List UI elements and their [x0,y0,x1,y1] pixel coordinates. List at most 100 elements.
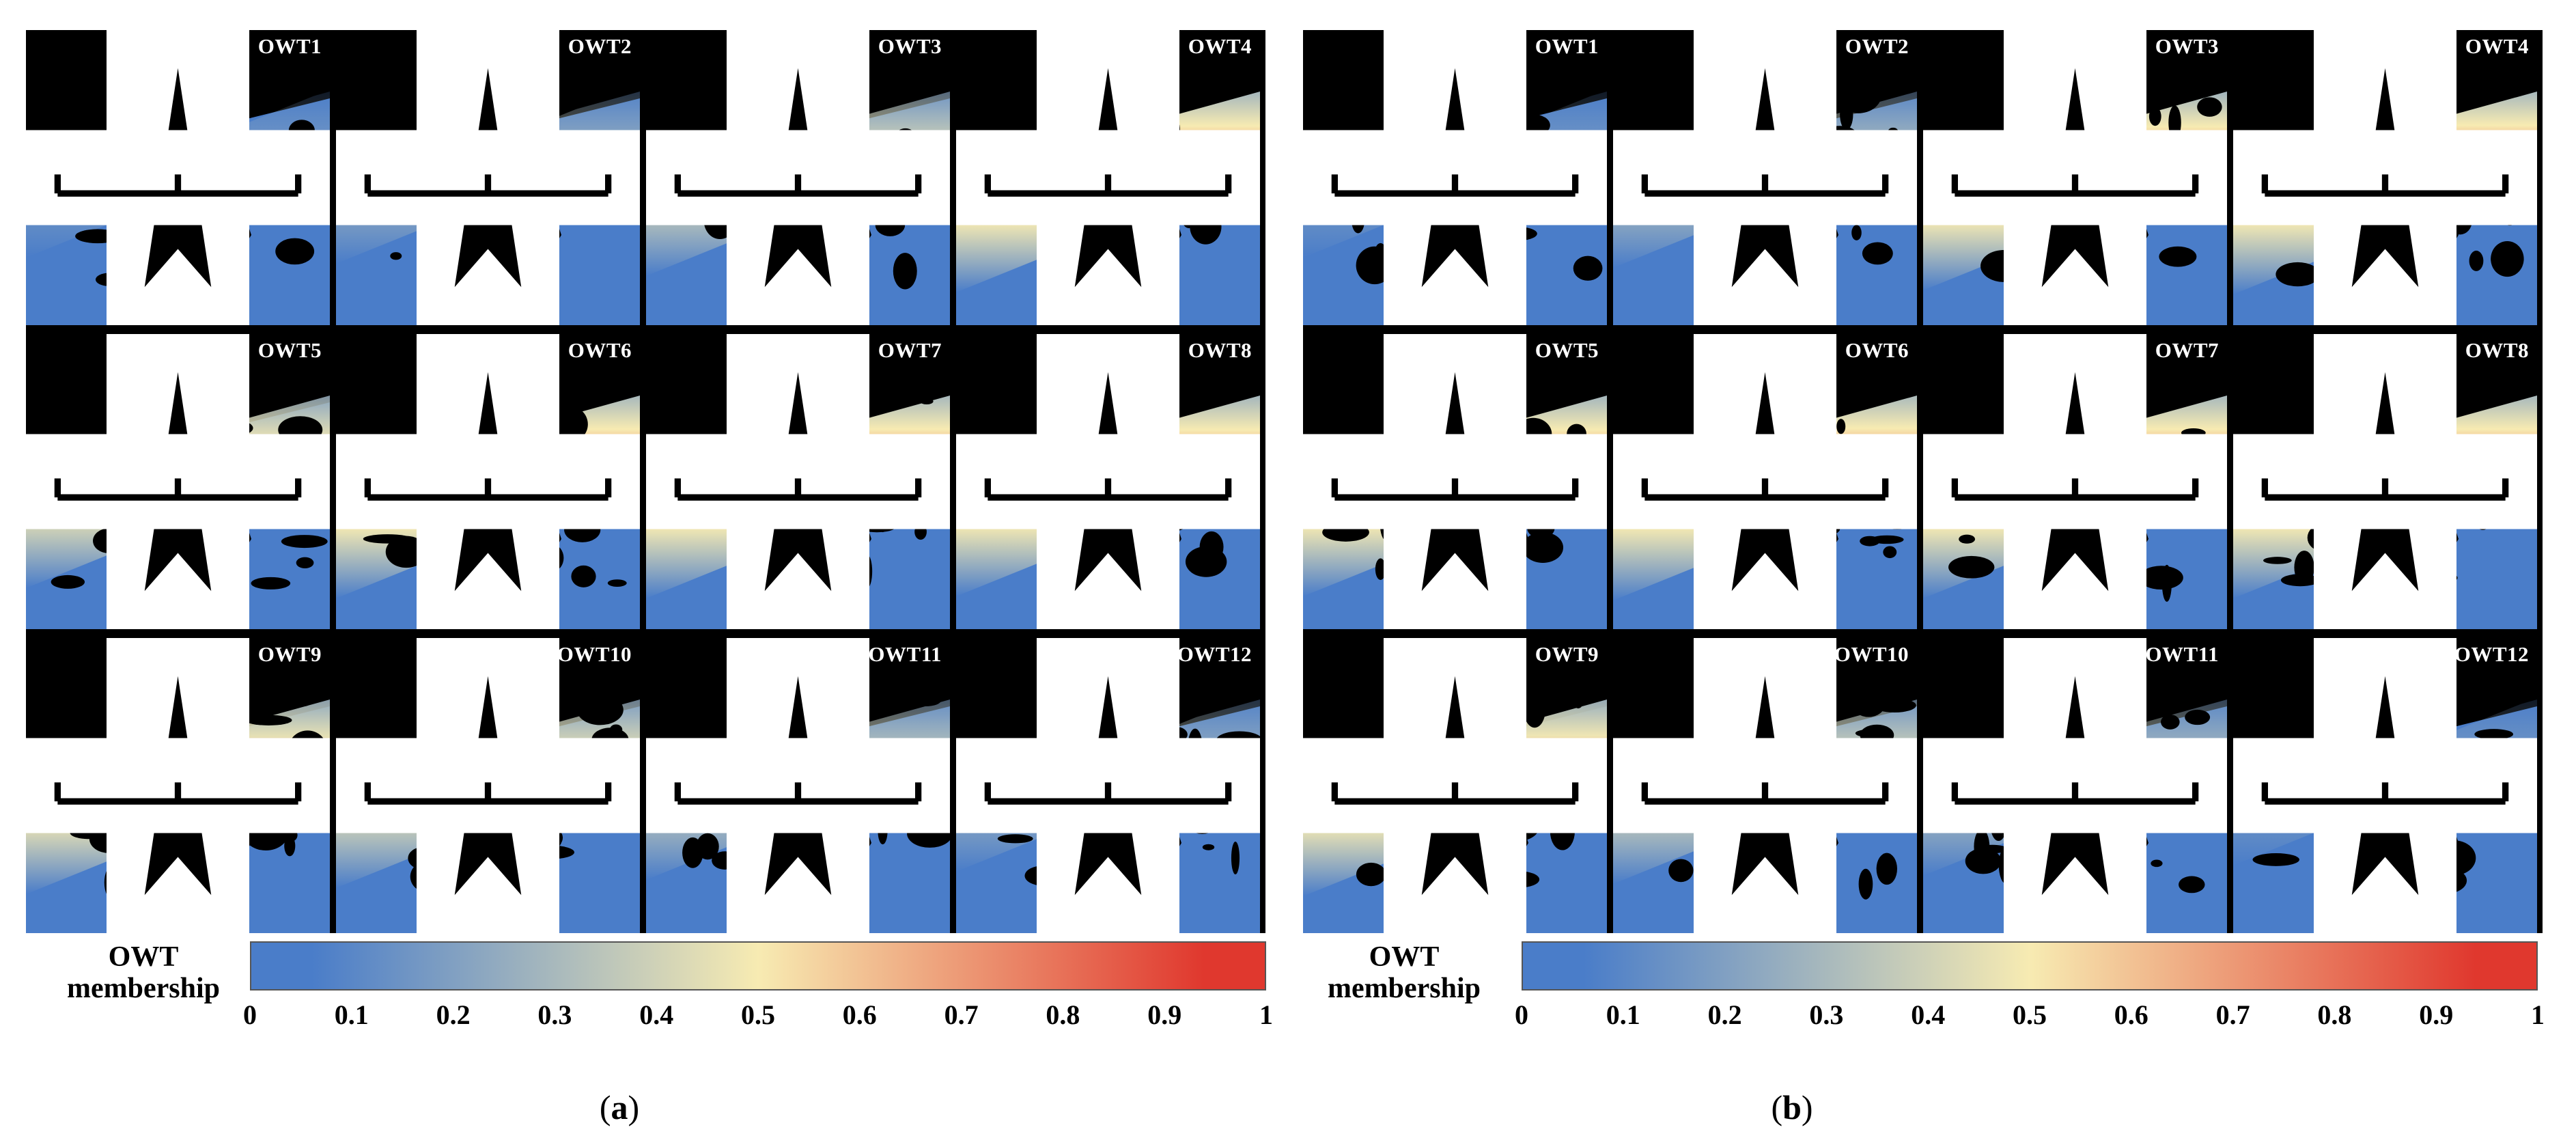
owt-tile-label: OWT8 [2465,338,2529,362]
map-tile: OWT4 [2233,30,2537,325]
colorbar-a-label: OWT membership [67,941,220,1004]
colorbar-tick-label: 1 [2531,999,2545,1030]
scale-bar-icon [336,434,640,529]
panel-a-caption: (a) [599,1088,640,1126]
colorbar-tick-label: 0.5 [2013,999,2047,1030]
owt-tile-label: OWT3 [878,34,942,58]
scale-bar-icon [956,130,1260,225]
scale-bar-icon [336,130,640,225]
scale-bar-icon [1923,434,2227,529]
colorbar-tick-label: 0.6 [842,999,877,1030]
scale-bar-icon [646,738,950,833]
colorbar-tick-label: 0.7 [2215,999,2250,1030]
map-tile: OWT1 [1303,30,1607,325]
owt-tile-label: OWT11 [868,642,942,666]
colorbar-b-label: OWT membership [1328,941,1481,1004]
colorbar-tick-label: 0.7 [944,999,979,1030]
colorbar-tick-label: 0.6 [2114,999,2148,1030]
owt-tile-label: OWT9 [257,642,322,666]
owt-tile-label: OWT6 [1845,338,1909,362]
panel-a-map-grid: OWT1 OWT2 OWT3 OWT4 OWT5 OWT6 OWT7 OWT8 OWT9 OWT1… [26,30,1265,933]
panel-b-caption: (b) [1771,1088,1813,1126]
map-tile: OWT3 [646,30,950,325]
panel-b-map-grid: OWT1 OWT2 OWT3 OWT4 OWT5 OWT6 OWT7 OWT8 OWT9 OWT1… [1303,30,2543,933]
scale-bar-icon [956,434,1260,529]
colorbar-tick-label: 1 [1259,999,1273,1030]
map-tile: OWT5 [26,334,330,629]
map-tile: OWT7 [1923,334,2227,629]
owt-tile-label: OWT5 [257,338,322,362]
colorbar-tick-label: 0.8 [2317,999,2352,1030]
owt-tile-label: OWT10 [1834,642,1909,666]
scale-bar-icon [956,738,1260,833]
colorbar-tick-label: 0.1 [1606,999,1640,1030]
scale-bar-icon [26,738,330,833]
scale-bar-icon [336,738,640,833]
colorbar-tick-label: 0 [1515,999,1528,1030]
colorbar-tick-label: 0.9 [2419,999,2454,1030]
colorbar-tick-label: 0.2 [436,999,471,1030]
scale-bar-icon [1923,738,2227,833]
scale-bar-icon [1613,130,1917,225]
owt-tile-label: OWT4 [1188,34,1252,58]
map-tile: OWT8 [2233,334,2537,629]
colorbar-tick-label: 0 [243,999,257,1030]
map-tile: OWT10 [336,638,640,933]
scale-bar-icon [1303,130,1607,225]
scale-bar-icon [1613,434,1917,529]
map-tile: OWT12 [956,638,1260,933]
map-tile: OWT11 [646,638,950,933]
map-tile: OWT9 [1303,638,1607,933]
colorbar-b-gradient [1522,941,2538,990]
colorbar-a-gradient [250,941,1266,990]
map-tile: OWT6 [1613,334,1917,629]
scale-bar-icon [646,434,950,529]
map-tile: OWT10 [1613,638,1917,933]
scale-bar-icon [2233,434,2537,529]
owt-tile-label: OWT6 [568,338,632,362]
colorbar-tick-label: 0.9 [1147,999,1182,1030]
owt-tile-label: OWT4 [2465,34,2529,58]
owt-tile-label: OWT2 [568,34,632,58]
owt-tile-label: OWT1 [257,34,322,58]
owt-tile-label: OWT3 [2155,34,2219,58]
scale-bar-icon [1303,434,1607,529]
colorbar-tick-label: 0.1 [334,999,369,1030]
owt-tile-label: OWT2 [1845,34,1909,58]
scale-bar-icon [2233,130,2537,225]
colorbar-tick-label: 0.3 [537,999,572,1030]
scale-bar-icon [2233,738,2537,833]
scale-bar-icon [26,130,330,225]
owt-tile-label: OWT12 [2454,642,2529,666]
colorbar-tick-label: 0.4 [639,999,674,1030]
colorbar-tick-label: 0.8 [1046,999,1080,1030]
scale-bar-icon [1923,130,2227,225]
map-tile: OWT7 [646,334,950,629]
colorbar-tick-label: 0.4 [1911,999,1946,1030]
scale-bar-icon [646,130,950,225]
owt-tile-label: OWT8 [1188,338,1252,362]
map-tile: OWT11 [1923,638,2227,933]
owt-tile-label: OWT10 [557,642,632,666]
map-tile: OWT1 [26,30,330,325]
colorbar-tick-label: 0.5 [741,999,775,1030]
map-tile: OWT4 [956,30,1260,325]
map-tile: OWT2 [336,30,640,325]
owt-tile-label: OWT5 [1535,338,1599,362]
map-tile: OWT8 [956,334,1260,629]
colorbar-tick-label: 0.2 [1707,999,1742,1030]
map-tile: OWT12 [2233,638,2537,933]
map-tile: OWT2 [1613,30,1917,325]
owt-tile-label: OWT9 [1535,642,1599,666]
map-tile: OWT3 [1923,30,2227,325]
map-tile: OWT5 [1303,334,1607,629]
scale-bar-icon [1303,738,1607,833]
map-tile: OWT6 [336,334,640,629]
owt-tile-label: OWT12 [1177,642,1252,666]
owt-tile-label: OWT1 [1535,34,1599,58]
map-tile: OWT9 [26,638,330,933]
colorbar-tick-label: 0.3 [1809,999,1844,1030]
owt-tile-label: OWT7 [2155,338,2219,362]
scale-bar-icon [1613,738,1917,833]
owt-tile-label: OWT11 [2145,642,2219,666]
